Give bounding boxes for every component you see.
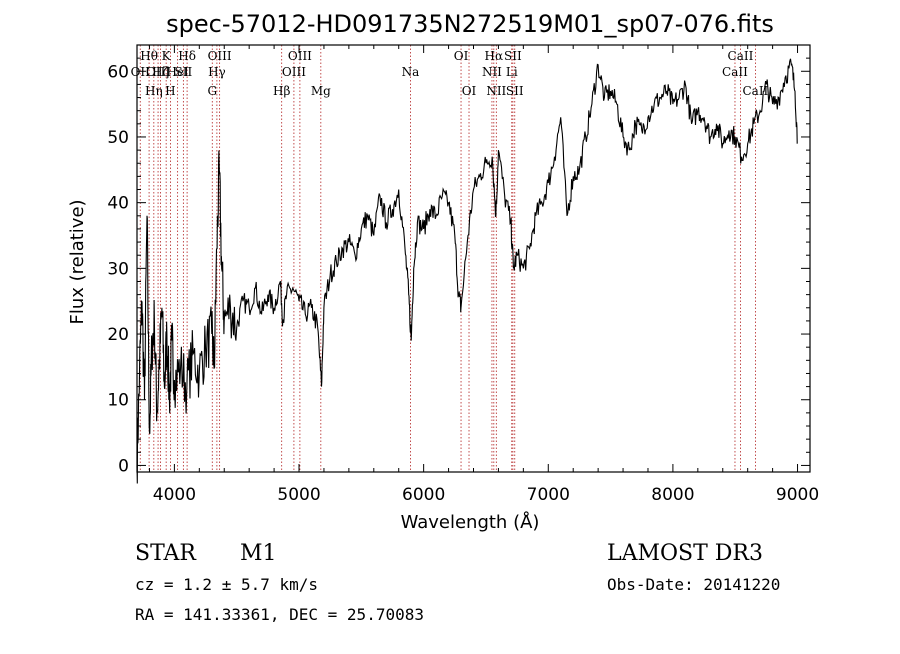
- line-marker-label: CaII: [722, 65, 748, 79]
- x-tick-label: 7000: [527, 485, 570, 505]
- chart-title: spec-57012-HD091735N272519M01_sp07-076.f…: [166, 10, 774, 38]
- line-marker-label: SII: [506, 84, 524, 98]
- y-axis-ticks: 0 10 20 30 40 50 60: [107, 57, 810, 476]
- line-marker-label: OI: [454, 49, 469, 63]
- y-tick-label: 50: [107, 128, 129, 148]
- line-marker-label: NII: [486, 84, 506, 98]
- x-axis-ticks: 4000 5000 6000 7000 8000 9000: [148, 45, 819, 505]
- line-marker-label: K: [162, 49, 172, 63]
- line-marker-label: Hβ: [273, 84, 290, 98]
- y-tick-label: 10: [107, 391, 129, 411]
- line-marker-label: Na: [402, 65, 420, 79]
- line-marker-label: OIII: [288, 49, 312, 63]
- line-marker-label: Hδ: [178, 49, 196, 63]
- emission-line-labels: OIIHθHηOIIIHζKHHeISIIHδGHγOIIIHβOIIIOIII…: [131, 49, 769, 98]
- y-tick-label: 20: [107, 325, 129, 345]
- line-marker-label: CaII: [728, 49, 754, 63]
- x-axis-label: Wavelength (Å): [401, 511, 540, 533]
- y-tick-label: 0: [118, 456, 129, 476]
- x-tick-label: 8000: [651, 485, 694, 505]
- y-axis-label: Flux (relative): [67, 199, 88, 324]
- object-class: STAR: [135, 541, 197, 566]
- line-marker-label: Hθ: [140, 49, 158, 63]
- x-tick-label: 6000: [402, 485, 445, 505]
- line-marker-label: OIII: [208, 49, 232, 63]
- redshift-cz: cz = 1.2 ± 5.7 km/s: [135, 575, 318, 594]
- line-marker-label: OIII: [146, 65, 170, 79]
- line-marker-label: Hα: [485, 49, 504, 63]
- plot-frame: [136, 44, 811, 473]
- line-marker-label: SII: [175, 65, 193, 79]
- y-tick-label: 40: [107, 194, 129, 214]
- line-marker-label: Hζ: [152, 65, 169, 79]
- object-subclass: M1: [240, 541, 277, 566]
- line-marker-label: Li: [506, 65, 518, 79]
- y-tick-label: 60: [107, 62, 129, 82]
- line-marker-label: NII: [482, 65, 502, 79]
- line-marker-label: G: [207, 84, 217, 98]
- y-tick-label: 30: [107, 259, 129, 279]
- line-marker-label: Hη: [145, 84, 163, 98]
- line-marker-label: SII: [504, 49, 522, 63]
- line-marker-label: OI: [462, 84, 477, 98]
- line-marker-label: Hγ: [208, 65, 226, 79]
- x-tick-label: 9000: [776, 485, 819, 505]
- x-tick-label: 5000: [277, 485, 320, 505]
- observation-date: Obs-Date: 20141220: [607, 575, 780, 594]
- x-tick-label: 4000: [153, 485, 196, 505]
- line-marker-label: OII: [131, 65, 151, 79]
- coordinates: RA = 141.33361, DEC = 25.70083: [135, 605, 424, 624]
- line-marker-label: OIII: [282, 65, 306, 79]
- line-marker-label: H: [165, 84, 175, 98]
- survey-name: LAMOST DR3: [607, 541, 763, 566]
- line-marker-label: Mg: [311, 84, 331, 98]
- spectrum-line: [136, 58, 798, 484]
- line-marker-label: HeI: [166, 65, 189, 79]
- line-marker-label: CaII: [742, 84, 768, 98]
- emission-line-markers: [139, 45, 756, 472]
